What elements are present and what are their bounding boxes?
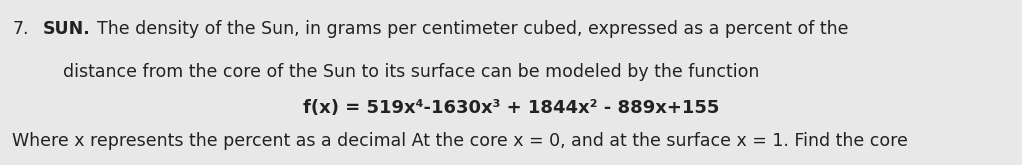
Text: Where x represents the percent as a decimal At the core x = 0, and at the surfac: Where x represents the percent as a deci… [12,132,909,150]
Text: distance from the core of the Sun to its surface can be modeled by the function: distance from the core of the Sun to its… [63,63,759,81]
Text: SUN.: SUN. [43,20,91,38]
Text: The density of the Sun, in grams per centimeter cubed, expressed as a percent of: The density of the Sun, in grams per cen… [97,20,848,38]
Text: f(x) = 519x⁴-1630x³ + 1844x² - 889x+155: f(x) = 519x⁴-1630x³ + 1844x² - 889x+155 [303,99,719,117]
Text: 7.: 7. [12,20,29,38]
